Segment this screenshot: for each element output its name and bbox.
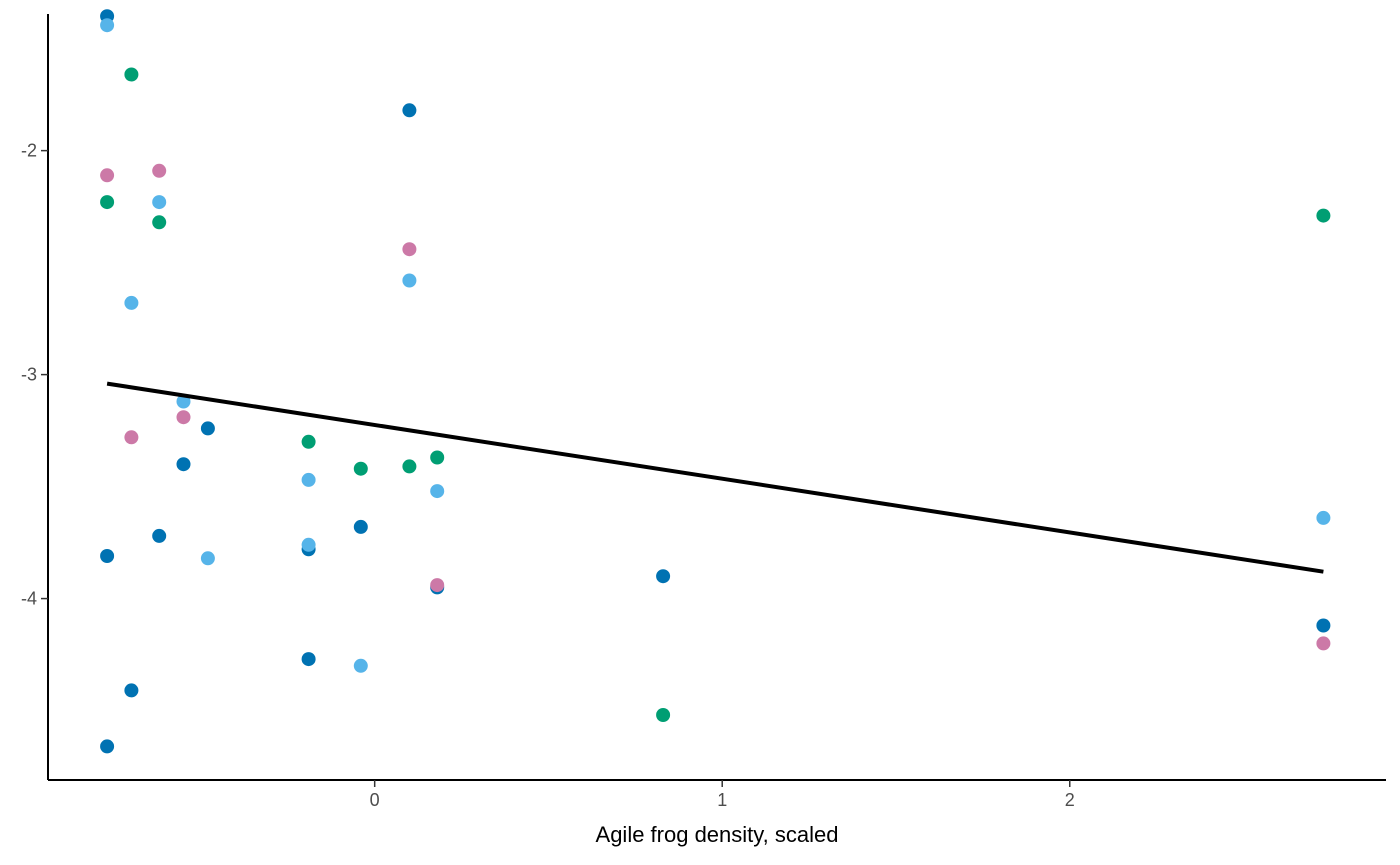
y-tick-label: -4 bbox=[21, 589, 37, 609]
data-point bbox=[402, 273, 417, 288]
data-point bbox=[100, 168, 115, 183]
data-point bbox=[1316, 636, 1331, 651]
x-axis-title: Agile frog density, scaled bbox=[596, 822, 839, 847]
data-point bbox=[124, 430, 139, 445]
data-point bbox=[152, 528, 167, 543]
trend-line-layer bbox=[106, 381, 1324, 574]
data-point bbox=[124, 295, 139, 310]
data-point bbox=[176, 457, 191, 472]
data-point bbox=[176, 394, 191, 409]
data-point bbox=[656, 569, 671, 584]
data-point bbox=[353, 461, 368, 476]
data-point bbox=[1316, 618, 1331, 633]
data-point bbox=[402, 103, 417, 118]
data-point bbox=[100, 18, 115, 33]
y-tick-label: -2 bbox=[21, 141, 37, 161]
x-tick-label: 2 bbox=[1065, 790, 1075, 810]
data-point bbox=[430, 450, 445, 465]
data-point bbox=[100, 739, 115, 754]
data-point bbox=[100, 195, 115, 210]
data-point bbox=[430, 484, 445, 499]
y-tick-label: -3 bbox=[21, 365, 37, 385]
axes: 0 1 2 -2 -3 -4 bbox=[21, 14, 1386, 810]
x-tick-label: 0 bbox=[370, 790, 380, 810]
x-tick-label: 1 bbox=[717, 790, 727, 810]
data-point bbox=[656, 708, 671, 722]
data-point bbox=[301, 537, 316, 552]
data-point bbox=[353, 519, 368, 534]
data-point bbox=[152, 195, 167, 210]
data-point bbox=[402, 242, 417, 257]
data-point bbox=[301, 434, 316, 449]
data-point bbox=[124, 67, 139, 82]
data-point bbox=[301, 652, 316, 667]
data-point bbox=[124, 683, 139, 698]
data-point bbox=[152, 163, 167, 178]
data-point bbox=[353, 658, 368, 673]
data-points bbox=[100, 9, 1331, 754]
data-point bbox=[430, 578, 445, 593]
data-point bbox=[200, 551, 215, 566]
data-point bbox=[301, 472, 316, 487]
data-point bbox=[1316, 510, 1331, 525]
data-point bbox=[152, 215, 167, 230]
data-point bbox=[176, 410, 191, 425]
data-point bbox=[1316, 208, 1331, 223]
data-point bbox=[100, 549, 115, 563]
data-point bbox=[402, 459, 417, 474]
trend-line bbox=[106, 381, 1324, 574]
data-point bbox=[200, 421, 215, 436]
